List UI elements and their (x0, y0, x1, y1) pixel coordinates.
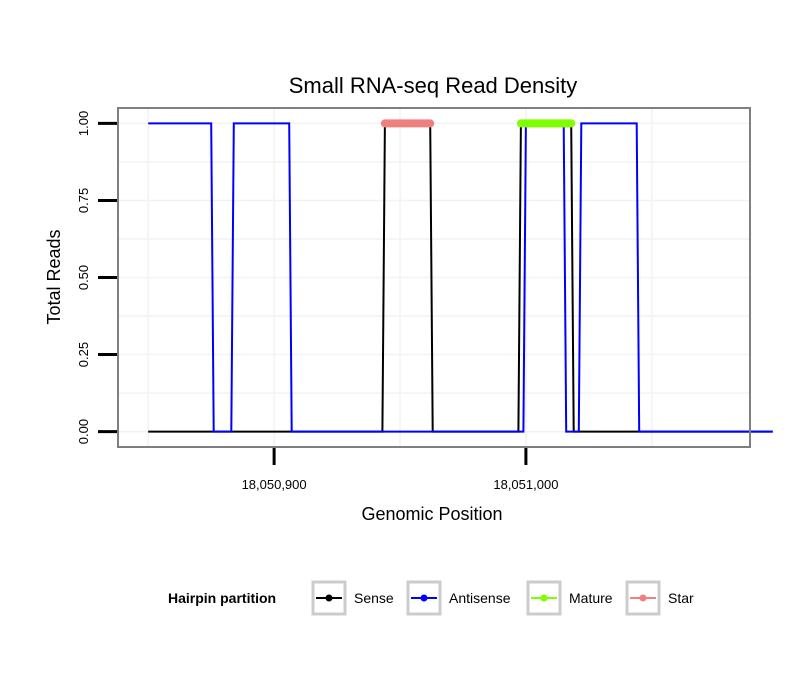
legend-label: Star (668, 590, 694, 606)
series-layer (148, 119, 773, 433)
legend-item-antisense: Antisense (406, 580, 511, 616)
legend-item-sense: Sense (311, 580, 394, 616)
plot-border (117, 107, 751, 448)
legend-key-point (540, 594, 548, 602)
series-line-antisense (148, 122, 773, 433)
x-tick-label: 18,050,900 (242, 477, 307, 492)
legend-label: Mature (569, 590, 613, 606)
x-tick-label: 18,051,000 (493, 477, 558, 492)
y-axis-title: Total Reads (44, 229, 64, 324)
legend-key-point (325, 594, 333, 602)
y-axis: 0.00 0.25 0.50 0.75 1.00 (76, 111, 117, 444)
legend-key-point (420, 594, 428, 602)
x-axis-title: Genomic Position (361, 504, 502, 524)
legend-item-star: Star (625, 580, 694, 616)
y-tick-label: 1.00 (76, 111, 91, 136)
legend-title: Hairpin partition (168, 590, 276, 606)
x-axis: 18,050,900 18,051,000 (242, 448, 558, 492)
y-tick-label: 0.00 (76, 419, 91, 444)
y-tick-label: 0.25 (76, 342, 91, 367)
y-tick-label: 0.50 (76, 265, 91, 290)
legend-key-point (639, 594, 647, 602)
legend-item-mature: Mature (526, 580, 613, 616)
y-tick-label: 0.75 (76, 188, 91, 213)
grid-lines (118, 108, 750, 447)
legend-label: Antisense (449, 590, 511, 606)
legend-key-box (526, 580, 562, 616)
legend: Hairpin partition Sense Antisense Mature St… (168, 580, 694, 616)
chart-title: Small RNA-seq Read Density (289, 73, 578, 98)
legend-label: Sense (354, 590, 394, 606)
